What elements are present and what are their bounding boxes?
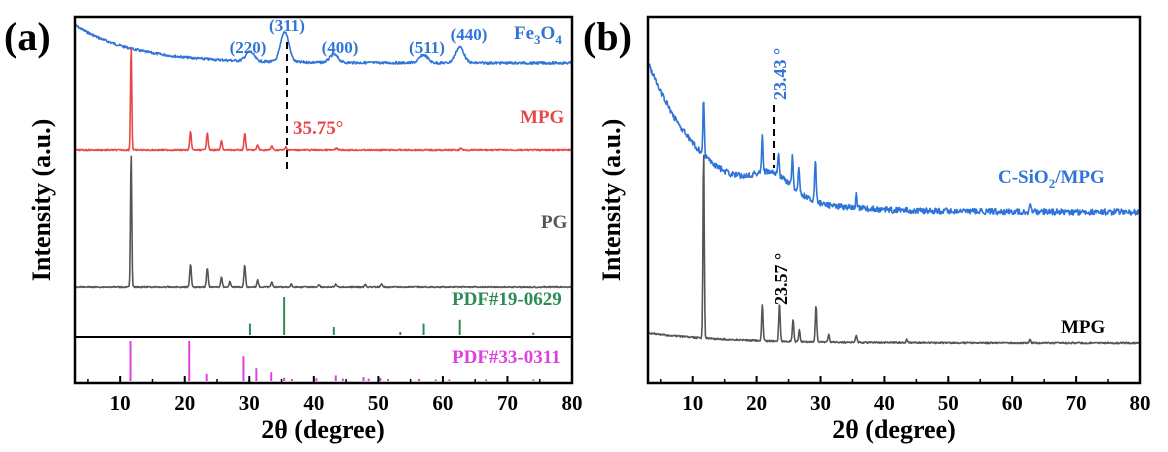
panel-b-xtick-label-70: 70 xyxy=(1066,391,1087,415)
panel-b-xtick-label-30: 30 xyxy=(810,391,831,415)
legend-fe3o4: Fe3O4 xyxy=(514,23,562,47)
panel-a-xtick-label-40: 40 xyxy=(303,391,324,415)
peak-label-400: (400) xyxy=(322,38,359,57)
legend-pdf33: PDF#33-0311 xyxy=(452,347,561,368)
panel-b-xtick-label-60: 60 xyxy=(1002,391,1023,415)
panel-a-xtick-label-30: 30 xyxy=(239,391,260,415)
legend-mpg-a: MPG xyxy=(520,107,565,128)
panel-b-frame xyxy=(646,15,1142,385)
panel-a-xtick-label-20: 20 xyxy=(174,391,195,415)
legend-mpg-b: MPG xyxy=(1061,317,1106,338)
panel-b-xtick-label-40: 40 xyxy=(874,391,895,415)
panel-b-xtick-label-20: 20 xyxy=(746,391,767,415)
legend-pdf19: PDF#19-0629 xyxy=(452,289,562,310)
panel-a-label: (a) xyxy=(4,14,51,59)
panel-a-xtick-label-10: 10 xyxy=(110,391,131,415)
panel-a-xtick-label-80: 80 xyxy=(562,391,583,415)
panel-a-xtick-label-60: 60 xyxy=(432,391,453,415)
panel-a-frame xyxy=(73,15,574,385)
trace-mpg-b xyxy=(647,154,1141,345)
panel-b-y-axis-label: Intensity (a.u.) xyxy=(597,119,626,282)
trace-csio2-mpg xyxy=(647,63,1141,216)
panel-a-y-axis-label: Intensity (a.u.) xyxy=(27,119,56,282)
trace-mpg-a xyxy=(74,48,573,152)
peak-label-311: (311) xyxy=(269,16,305,35)
panel-b-xtick-label-80: 80 xyxy=(1130,391,1151,415)
peak-label-511: (511) xyxy=(409,38,445,57)
legend-csio2-mpg: C-SiO2/MPG xyxy=(998,167,1105,191)
legend-pg: PG xyxy=(541,212,568,233)
panel-b-x-axis-label: 2θ (degree) xyxy=(832,415,956,444)
panel-b-traces xyxy=(647,63,1141,345)
trace-fe3o4 xyxy=(74,24,573,65)
peak-label-220: (220) xyxy=(230,38,267,57)
panel-a-x-axis: 10 20 30 40 50 60 70 80 xyxy=(87,376,583,415)
panel-b-x-axis: 10 20 30 40 50 60 70 80 xyxy=(660,376,1151,415)
panel-a-traces xyxy=(74,24,573,289)
panel-a: (a) 10 20 30 40 50 60 70 80 Fe3O4 MPG 35.75° PG… xyxy=(4,14,583,444)
panel-b: (b) 10 20 30 40 50 60 70 80 23.43 ° 23.57 ° C-S… xyxy=(583,14,1151,444)
panel-a-x-axis-label: 2θ (degree) xyxy=(261,415,385,444)
trace-pg xyxy=(74,155,573,289)
panel-a-pdf33-sticks xyxy=(129,341,535,381)
panel-a-xtick-label-70: 70 xyxy=(497,391,518,415)
panel-a-pdf19-sticks xyxy=(248,297,535,335)
annotation-23-57: 23.57 ° xyxy=(771,253,791,305)
panel-b-label: (b) xyxy=(583,14,632,59)
peak-label-440: (440) xyxy=(451,25,488,44)
panel-b-xtick-label-10: 10 xyxy=(682,391,703,415)
annotation-23-43: 23.43 ° xyxy=(770,48,790,100)
annotation-35-75: 35.75° xyxy=(293,118,343,139)
panel-a-xtick-label-50: 50 xyxy=(368,391,389,415)
panel-b-xtick-label-50: 50 xyxy=(938,391,959,415)
